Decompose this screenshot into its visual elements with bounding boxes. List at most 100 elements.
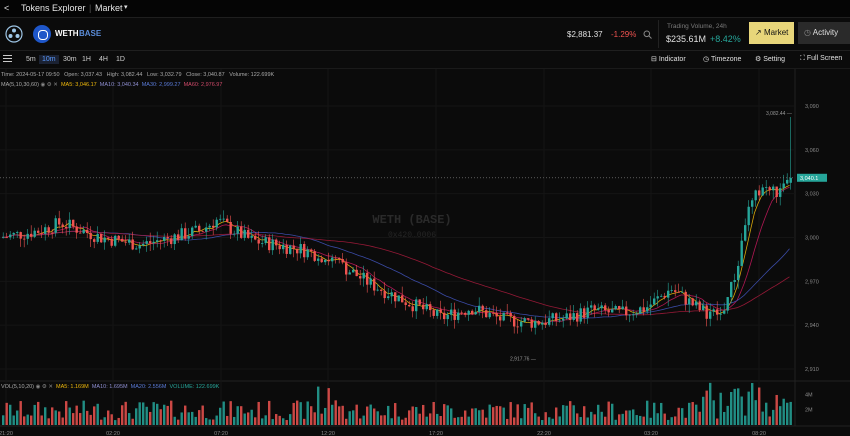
volume-bar [205,418,208,425]
interval-10m[interactable]: 10m [39,55,59,64]
candle-body [373,278,376,291]
section-title[interactable]: Market [95,3,123,13]
timezone-button[interactable]: ◷ Timezone [703,55,741,63]
candle-body [149,241,152,244]
candle-body [117,235,120,239]
candle-body [397,295,400,302]
volume-bar [789,401,792,425]
candle-body [194,225,197,228]
interval-30m[interactable]: 30m [63,56,77,63]
candle-body [446,314,449,320]
ma5-value: MA5: 3,046.17 [60,82,97,88]
timezone-label: Timezone [710,56,742,63]
gear-icon[interactable]: ⚙ [45,82,52,88]
volume-bar [198,410,201,425]
candle-body [306,249,309,258]
candle-body [275,239,278,246]
setting-label: Setting [763,56,786,63]
search-icon[interactable] [643,30,652,39]
candle-body [156,240,159,242]
volume-bar [670,417,673,425]
candle-body [576,313,579,322]
close-icon[interactable]: ✕ [46,384,53,390]
close-icon[interactable]: ✕ [51,82,58,88]
candle-body [100,233,103,243]
candle-body [180,228,183,241]
tab-market-label: Market [763,28,789,37]
tab-market[interactable]: ↗ Market [749,22,795,44]
interval-4h[interactable]: 4H [99,56,108,63]
candle-body [590,305,593,308]
app-title[interactable]: Tokens Explorer [21,3,86,13]
volume-bar [544,412,547,425]
eye-icon[interactable]: ◉ [40,82,46,88]
volume-bar [712,400,715,425]
volume-bar [730,392,733,425]
candle-body [457,312,460,320]
eye-icon[interactable]: ◉ [35,384,41,390]
indicator-button[interactable]: ⊟ Indicator [651,55,686,63]
chevron-down-icon[interactable]: ▾ [124,4,128,11]
candle-body [310,249,313,252]
volume-bar [282,418,285,425]
candle-body [740,240,743,266]
interval-5m[interactable]: 5m [26,56,36,63]
candle-body [527,318,530,320]
candle-body [698,301,701,311]
candle-body [394,292,397,302]
candle-body [285,244,288,254]
hamburger-icon[interactable] [3,55,12,56]
volume-bar [89,414,92,425]
tab-activity[interactable]: ◷ Activity [798,22,850,44]
candle-body [236,226,239,234]
interval-1d[interactable]: 1D [116,56,125,63]
time-tick: 22:20 [537,431,551,436]
interval-1h[interactable]: 1H [82,56,91,63]
candle-body [376,289,379,291]
candle-body [478,305,481,312]
volume-bar [418,413,421,425]
volume-bar [471,408,474,425]
divider: | [89,3,92,13]
vol-legend: VOL(5,10,20) ◉ ⚙ ✕ MA5: 1.169M MA10: 1.6… [1,384,219,390]
volume-bar [576,413,579,425]
time-tick: 02:20 [106,431,120,436]
candle-body [96,233,99,242]
candle-body [166,236,169,239]
vol-label: VOL(5,10,20) [1,384,35,390]
candle-body [2,237,5,239]
candle-body [229,221,232,234]
volume-bar [79,413,82,425]
candle-body [768,187,771,191]
volume-bar [184,405,187,425]
volume-bar [37,401,40,425]
candle-body [366,272,369,285]
volume-bar [565,405,568,425]
volume-bar [194,416,197,425]
candle-body [604,305,607,311]
volume-bar [299,402,302,425]
volume-bar [733,388,736,425]
candle-body [152,241,155,244]
volume-bar [131,418,134,425]
candle-body [443,312,446,320]
volume-bar [103,417,106,425]
volume-bar [338,406,341,425]
layers-icon[interactable] [4,24,24,44]
candle-body [341,259,344,263]
candle-body [404,302,407,305]
pair-price: $2,881.37 [567,30,603,39]
candle-body [646,307,649,312]
fullscreen-button[interactable]: ⛶ Full Screen [800,55,842,63]
setting-button[interactable]: ⚙ Setting [755,55,785,63]
price-chart[interactable]: WETH (BASE) 0x420…0006 3,090 3,060 3,030 3,0… [0,69,850,436]
gear-icon[interactable]: ⚙ [40,384,47,390]
volume-bar [149,411,152,425]
back-icon[interactable]: < [4,3,10,13]
volume-bar [702,396,705,425]
candle-body [691,298,694,306]
candle-body [86,229,89,234]
candle-body [327,259,330,262]
candle-body [730,282,733,298]
ma5-line [2,184,790,325]
